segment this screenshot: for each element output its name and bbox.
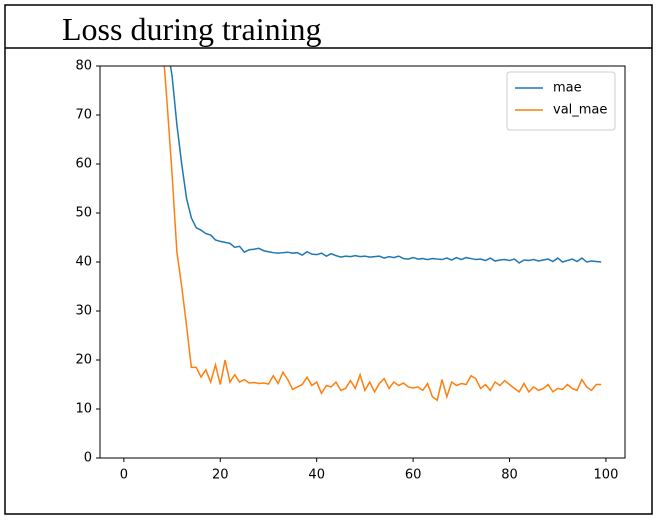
legend-label: mae [553,81,582,96]
y-tick-label: 80 [75,59,92,74]
y-tick-label: 50 [75,206,92,221]
legend-box [506,71,616,131]
y-tick-label: 0 [84,451,92,466]
x-tick-label: 40 [308,468,325,483]
x-tick-label: 0 [120,468,128,483]
x-tick-label: 100 [594,468,619,483]
y-tick-label: 60 [75,157,92,172]
y-tick-label: 70 [75,108,92,123]
y-tick-label: 20 [75,353,92,368]
x-tick-label: 60 [405,468,422,483]
x-tick-label: 80 [501,468,518,483]
y-tick-label: 40 [75,255,92,270]
line [163,66,602,402]
line [169,66,602,264]
x-tick-label: 20 [212,468,229,483]
legend-label: val_mae [553,103,607,118]
chart-title: Loss during training [62,11,322,47]
plot-area [163,66,602,402]
y-tick-label: 10 [75,402,92,417]
y-tick-label: 30 [75,304,92,319]
